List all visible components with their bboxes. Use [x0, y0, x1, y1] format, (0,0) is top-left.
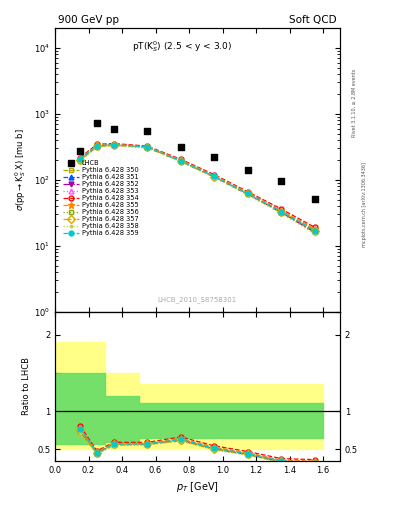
Text: LHCB_2010_S8758301: LHCB_2010_S8758301	[158, 296, 237, 303]
Point	[312, 195, 318, 203]
Y-axis label: $\sigma$(pp$\rightarrow$K$^0_S$ X) [mu b]: $\sigma$(pp$\rightarrow$K$^0_S$ X) [mu b…	[13, 129, 28, 211]
Text: 900 GeV pp: 900 GeV pp	[58, 15, 119, 25]
Point	[244, 166, 251, 174]
Legend: LHCB, Pythia 6.428 350, Pythia 6.428 351, Pythia 6.428 352, Pythia 6.428 353, Py: LHCB, Pythia 6.428 350, Pythia 6.428 351…	[61, 159, 140, 238]
Text: Rivet 3.1.10, ≥ 2.8M events: Rivet 3.1.10, ≥ 2.8M events	[352, 68, 357, 137]
Point	[110, 124, 117, 133]
Point	[178, 143, 184, 152]
Point	[77, 147, 83, 156]
Point	[94, 119, 100, 127]
Point	[144, 127, 151, 135]
Y-axis label: Ratio to LHCB: Ratio to LHCB	[22, 357, 31, 415]
Point	[278, 177, 285, 185]
Text: mcplots.cern.ch [arXiv:1306.3436]: mcplots.cern.ch [arXiv:1306.3436]	[362, 162, 367, 247]
Text: Soft QCD: Soft QCD	[290, 15, 337, 25]
Point	[211, 153, 217, 161]
X-axis label: $p_T$ [GeV]: $p_T$ [GeV]	[176, 480, 219, 494]
Text: pT(K$^0_S$) (2.5 < y < 3.0): pT(K$^0_S$) (2.5 < y < 3.0)	[132, 39, 232, 54]
